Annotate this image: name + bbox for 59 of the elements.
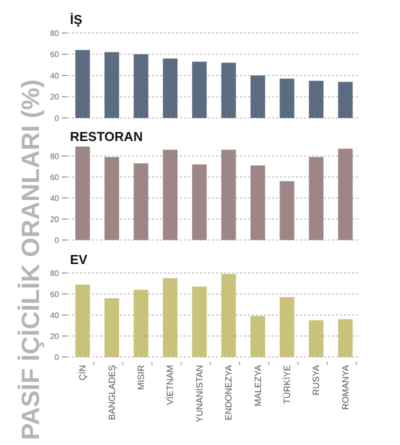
bar: [250, 316, 266, 357]
chart-title: RESTORAN: [70, 129, 143, 144]
bar: [104, 157, 120, 240]
bar: [162, 278, 178, 357]
x-tick-label: MALEZYA: [252, 365, 263, 406]
bar: [192, 164, 207, 240]
y-tick-label: 80: [50, 152, 60, 161]
x-tick-label: RUSYA: [311, 365, 322, 396]
bar: [162, 58, 178, 118]
x-tick-label: TÜRKİYE: [282, 365, 292, 404]
bar: [308, 157, 324, 240]
y-tick-label: 60: [50, 172, 60, 182]
bar: [134, 54, 148, 118]
x-tick-label: BANGLADEŞ: [106, 365, 117, 420]
chart-title: EV: [70, 252, 88, 267]
y-tick-label: 0: [54, 352, 60, 362]
bar: [338, 148, 353, 240]
y-tick-label: 40: [50, 310, 60, 320]
y-tick-label: 20: [50, 92, 60, 102]
bar: [192, 286, 207, 357]
bar: [221, 150, 236, 240]
bar: [280, 78, 294, 118]
bar: [221, 62, 236, 118]
x-tick-label: ÇİN: [78, 365, 88, 380]
bar: [104, 52, 120, 118]
bar: [104, 298, 120, 357]
y-axis-title: PASİF İÇİCİLİK ORANLARI (%): [17, 79, 45, 440]
bar: [75, 50, 90, 118]
bar: [134, 163, 148, 240]
bar: [75, 284, 90, 357]
x-tick-label: YUNANİSTAN: [194, 365, 204, 422]
bar: [308, 320, 324, 357]
y-tick-label: 80: [50, 28, 60, 38]
x-tick-label: ROMANYA: [340, 365, 350, 410]
bar: [75, 146, 90, 240]
y-tick-label: 60: [50, 290, 60, 299]
bar: [280, 181, 294, 240]
x-tick-label: ENDONEZYA: [224, 365, 234, 420]
chart-title: İŞ: [70, 12, 83, 27]
bar: [162, 150, 178, 240]
bar: [192, 62, 207, 118]
bar: [280, 297, 294, 357]
y-tick-label: 20: [50, 332, 60, 341]
y-tick-label: 40: [50, 194, 60, 203]
y-tick-label: 80: [50, 268, 60, 278]
x-tick-label: MISIR: [136, 364, 146, 390]
bar: [308, 80, 324, 118]
bar: [250, 76, 266, 118]
bar: [338, 319, 353, 357]
bar: [338, 82, 353, 118]
y-tick-label: 20: [50, 214, 60, 224]
bar: [221, 274, 236, 357]
y-tick-label: 40: [50, 71, 60, 80]
bar: [134, 290, 148, 357]
y-tick-label: 0: [54, 114, 60, 123]
y-tick-label: 0: [54, 236, 60, 245]
x-tick-label: VİETNAM: [165, 365, 176, 406]
y-tick-label: 60: [50, 50, 60, 60]
bar: [250, 165, 266, 240]
